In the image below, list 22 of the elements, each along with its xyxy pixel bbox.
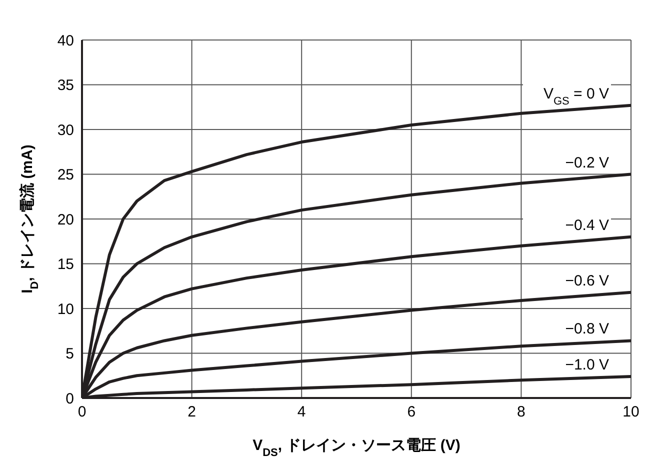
x-tick-label: 10 bbox=[622, 404, 640, 421]
x-tick-label: 8 bbox=[517, 404, 526, 421]
y-tick-label: 35 bbox=[57, 77, 74, 94]
y-tick-label: 40 bbox=[57, 32, 74, 50]
y-tick-label: 0 bbox=[66, 390, 74, 408]
y-tick-label: 30 bbox=[57, 122, 74, 139]
x-axis-title: V$_{DS}$, ドレイン・ソース電圧 (V) bbox=[252, 437, 460, 459]
y-tick-label: 25 bbox=[57, 166, 74, 184]
y-tick-label: 20 bbox=[57, 211, 74, 228]
x-tick-label: 0 bbox=[78, 404, 86, 421]
series-label: V$_{GS}$ = 0 V bbox=[543, 85, 609, 108]
series-label: −0.6 V bbox=[565, 272, 609, 290]
series-label: −0.8 V bbox=[565, 320, 609, 338]
series-label: −1.0 V bbox=[565, 356, 609, 374]
series-label: −0.4 V bbox=[565, 216, 609, 234]
x-tick-label: 4 bbox=[297, 404, 306, 421]
y-tick-label: 15 bbox=[57, 256, 74, 274]
x-tick-label: 6 bbox=[407, 404, 416, 421]
series-label: −0.2 V bbox=[565, 154, 609, 172]
y-tick-label: 5 bbox=[66, 346, 74, 363]
y-tick-label: 10 bbox=[57, 300, 74, 318]
x-tick-label: 2 bbox=[188, 404, 196, 421]
